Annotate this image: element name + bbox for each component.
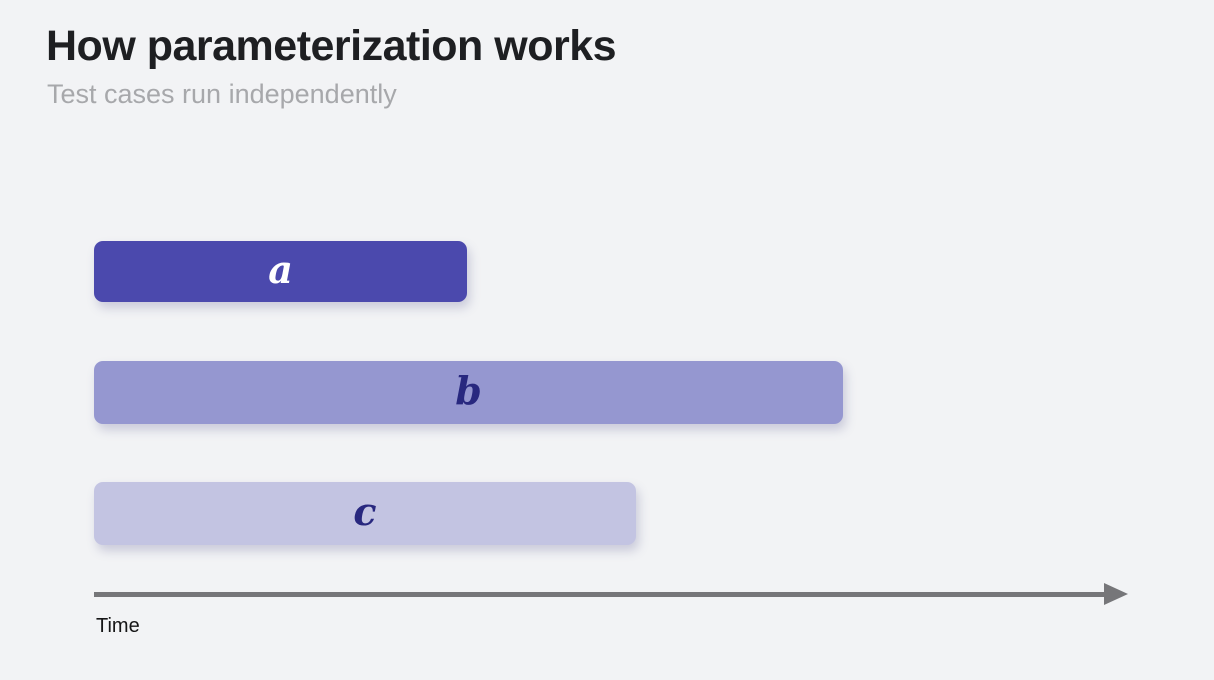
test-bar-b: b <box>94 361 843 424</box>
page-subtitle: Test cases run independently <box>47 79 397 109</box>
arrow-right-icon <box>1104 583 1128 605</box>
test-bar-a: a <box>94 241 467 302</box>
page-title: How parameterization works <box>46 22 617 70</box>
test-bar-b-label: b <box>455 367 482 413</box>
test-bar-a-label: a <box>268 246 293 292</box>
test-bar-c: c <box>94 482 636 545</box>
time-axis-label: Time <box>96 615 140 637</box>
time-axis-line <box>94 592 1108 597</box>
test-bar-c-label: c <box>353 488 377 534</box>
